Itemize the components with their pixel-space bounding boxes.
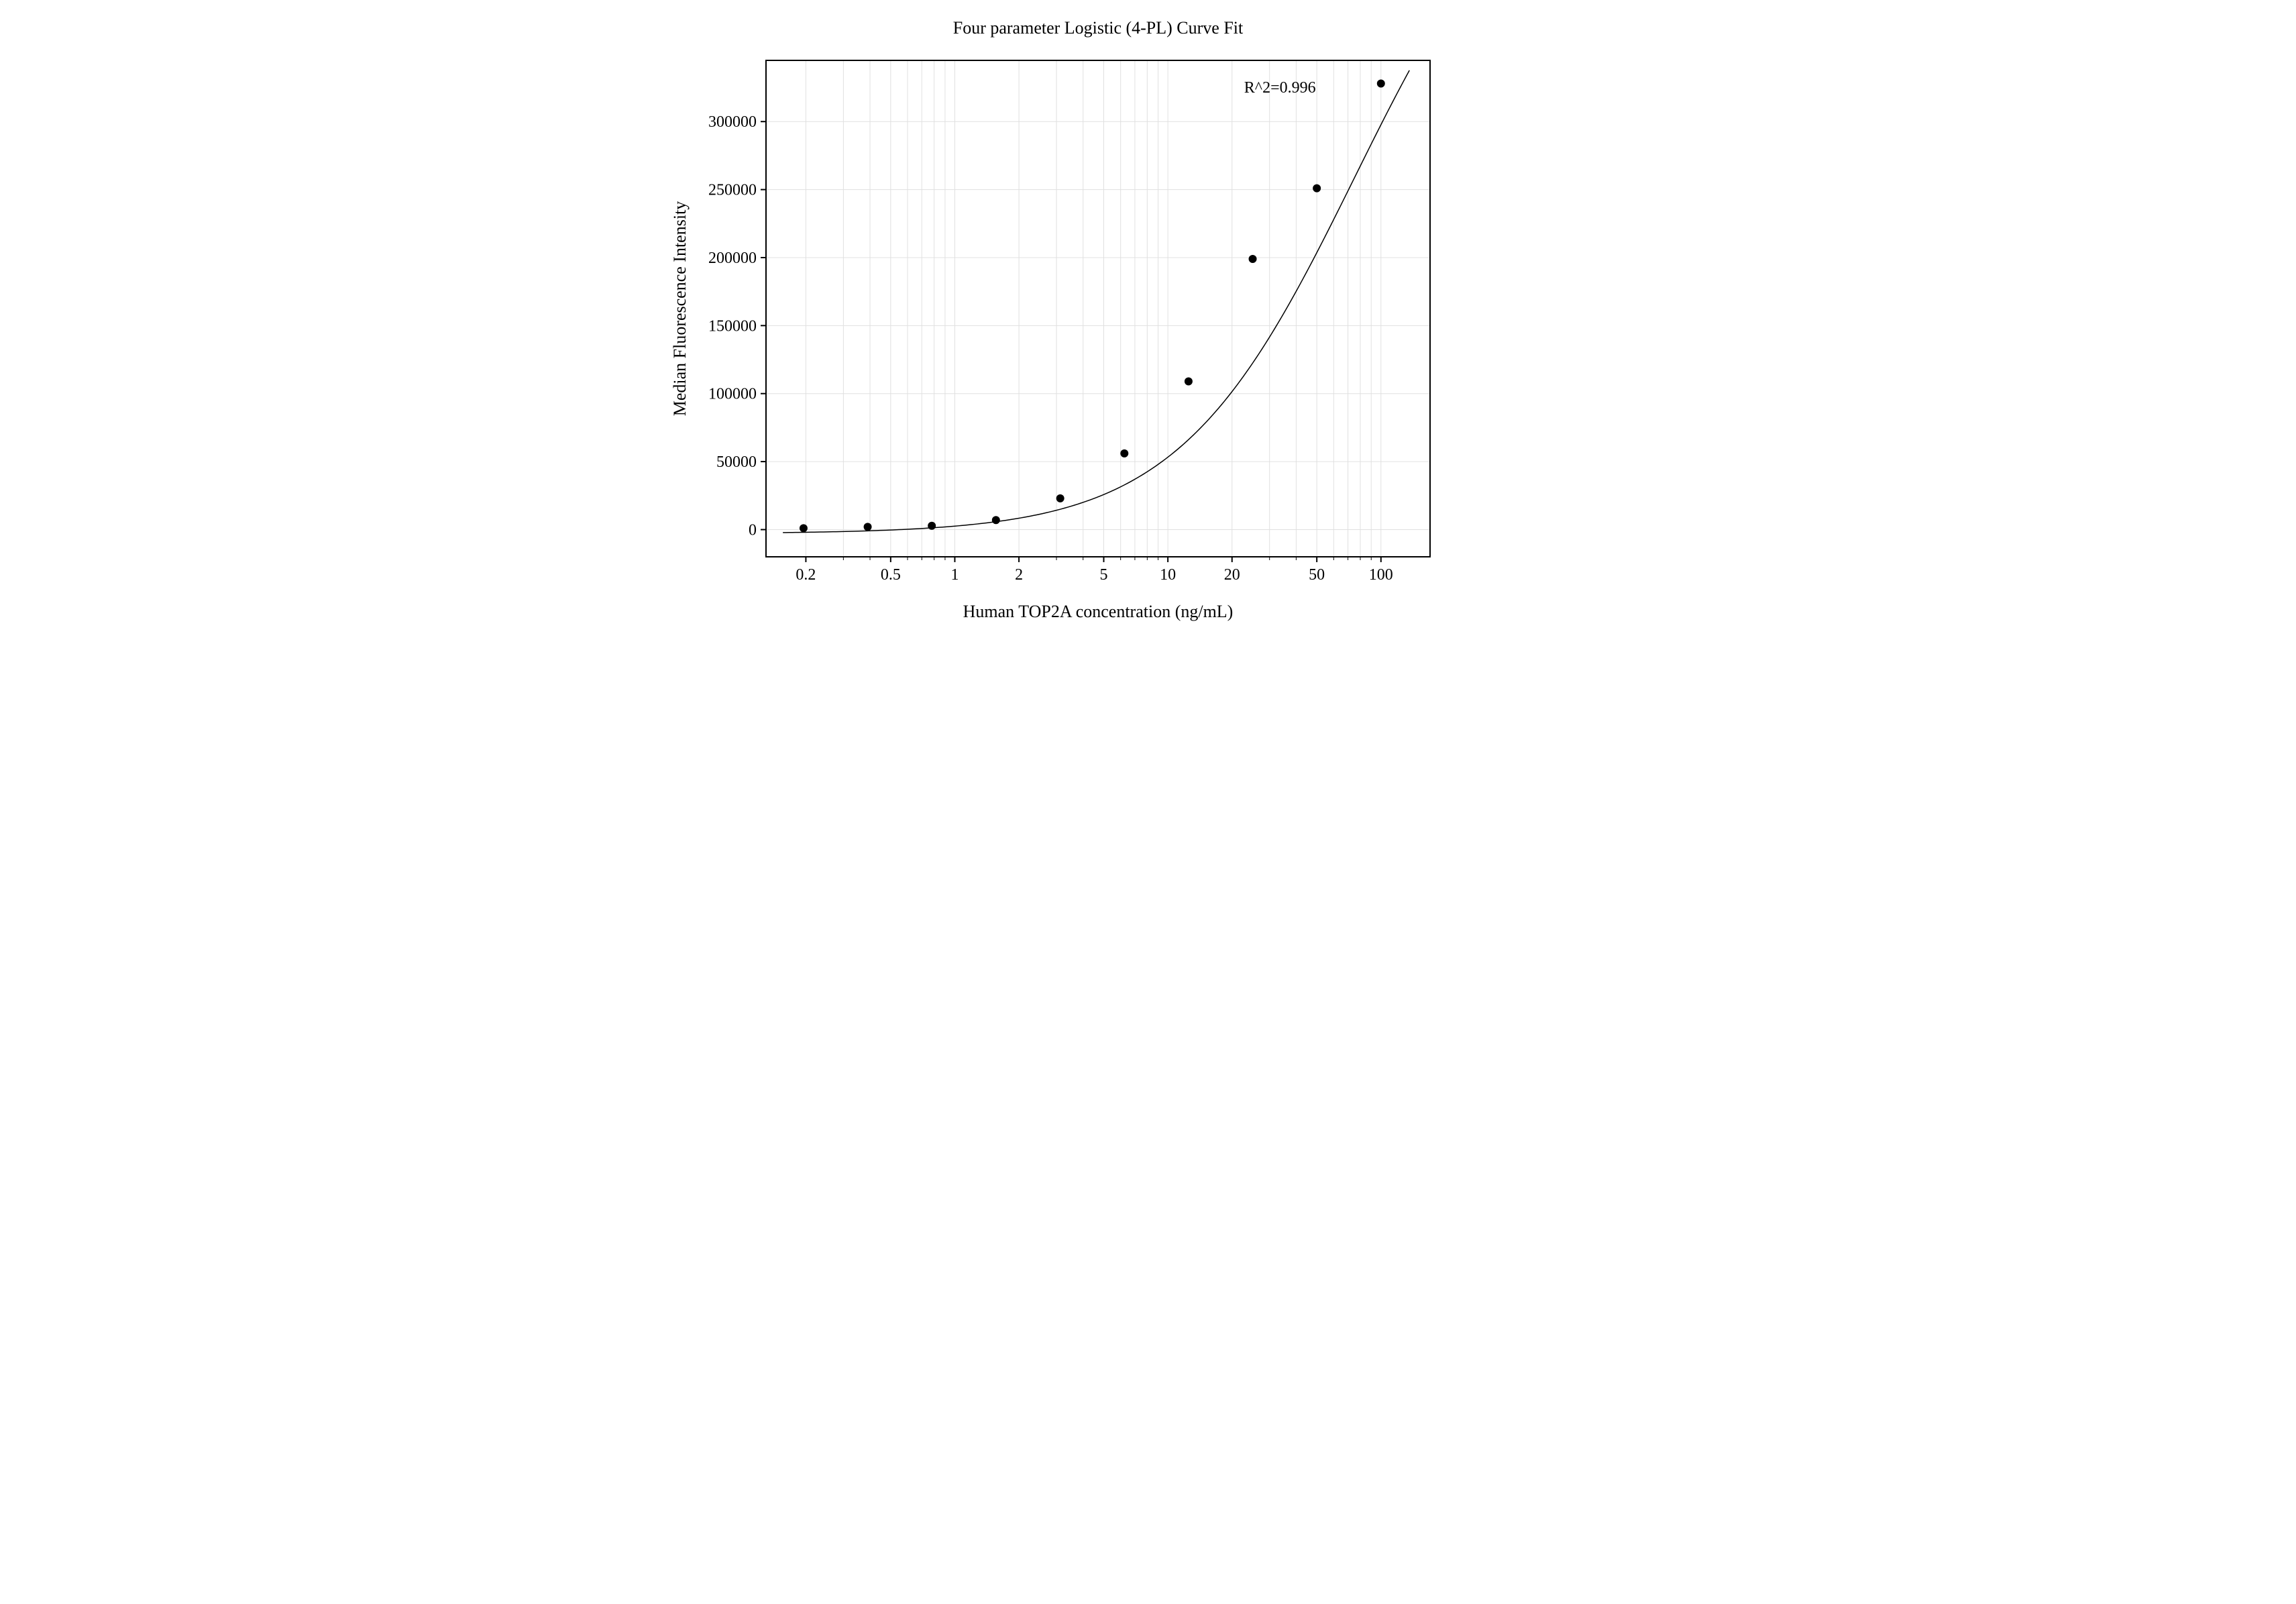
x-axis-label: Human TOP2A concentration (ng/mL) [963, 602, 1233, 621]
data-point [1376, 79, 1384, 87]
y-tick-label: 250000 [708, 182, 757, 199]
x-tick-label: 0.5 [880, 566, 900, 584]
y-tick-label: 300000 [708, 113, 757, 131]
data-point [863, 523, 871, 531]
y-tick-label: 0 [749, 521, 757, 539]
chart-svg: 0.2 0.5 1 2 5 10 20 50 100 0 50000 100000 150000 2000… [632, 0, 1665, 722]
y-tick-label: 50000 [716, 453, 757, 471]
x-tick-label: 1 [950, 566, 959, 584]
data-point [928, 522, 936, 530]
x-tick-label: 2 [1015, 566, 1023, 584]
chart-title: Four parameter Logistic (4-PL) Curve Fit [952, 18, 1243, 38]
x-tick-label: 5 [1099, 566, 1107, 584]
r-squared-annotation: R^2=0.996 [1244, 79, 1315, 97]
x-tick-label: 100 [1368, 566, 1392, 584]
x-tick-label: 0.2 [796, 566, 816, 584]
data-point [799, 524, 807, 532]
y-axis-label: Median Fluorescence Intensity [670, 201, 690, 417]
x-tick-label: 10 [1160, 566, 1176, 584]
data-point [991, 516, 999, 524]
chart-container: 0.2 0.5 1 2 5 10 20 50 100 0 50000 100000 150000 2000… [632, 0, 1665, 722]
data-point [1120, 449, 1128, 458]
data-point [1184, 377, 1192, 385]
data-point [1056, 494, 1064, 502]
data-point [1313, 184, 1321, 193]
x-tick-label: 50 [1309, 566, 1325, 584]
data-point [1248, 255, 1256, 263]
y-tick-label: 150000 [708, 317, 757, 335]
y-tick-label: 200000 [708, 250, 757, 267]
x-tick-label: 20 [1223, 566, 1240, 584]
y-tick-label: 100000 [708, 386, 757, 403]
